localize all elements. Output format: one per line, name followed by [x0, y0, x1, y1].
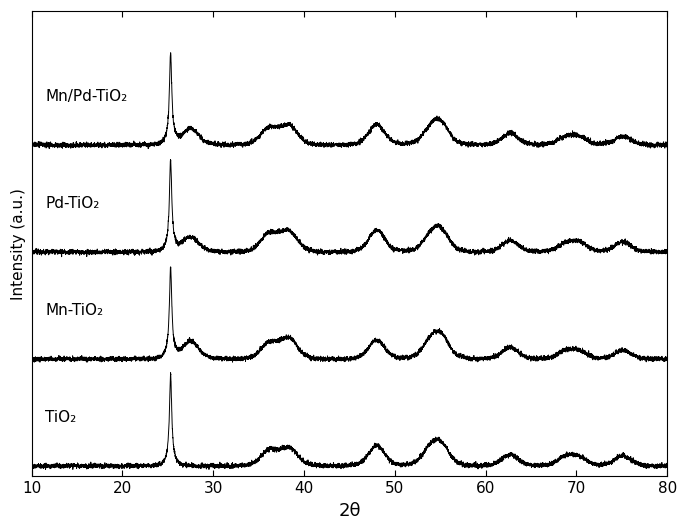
Text: TiO₂: TiO₂: [45, 409, 76, 425]
X-axis label: 2θ: 2θ: [338, 502, 361, 520]
Y-axis label: Intensity (a.u.): Intensity (a.u.): [11, 188, 26, 299]
Text: Pd-TiO₂: Pd-TiO₂: [45, 195, 100, 211]
Text: Mn/Pd-TiO₂: Mn/Pd-TiO₂: [45, 89, 127, 104]
Text: Mn-TiO₂: Mn-TiO₂: [45, 303, 103, 318]
